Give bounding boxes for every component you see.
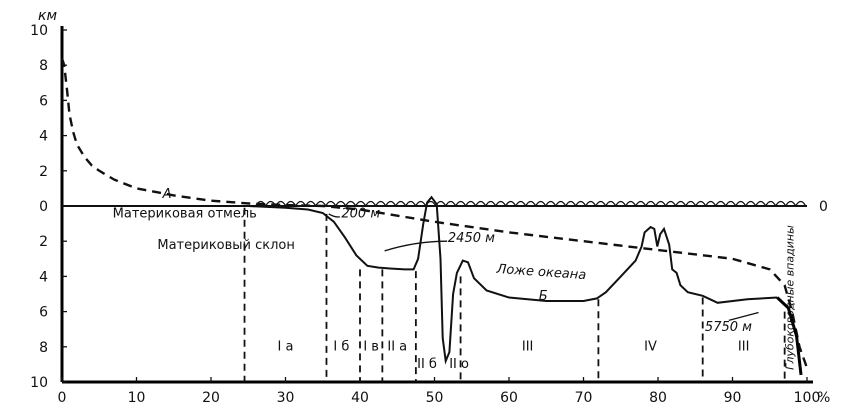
y-tick-label: 6 xyxy=(39,93,48,109)
x-tick-label: 70 xyxy=(575,390,593,406)
y-axis-label: км xyxy=(38,8,57,24)
x-tick-label: 100 xyxy=(794,390,821,406)
zone-label: I а xyxy=(278,339,294,354)
y-tick-label: 6 xyxy=(39,305,48,321)
annotation-m200: 200 м xyxy=(341,206,380,221)
series-lines xyxy=(60,57,809,376)
annotation-labels: I а I б I в II а II б II о III IV III А Б Материков… xyxy=(113,187,797,372)
x-tick-label: 90 xyxy=(724,390,742,406)
zone-label: IV xyxy=(644,339,657,354)
zone-label: III xyxy=(522,339,534,354)
annotation-ocean-floor: Ложе океана xyxy=(495,262,587,283)
y-tick-label: 8 xyxy=(39,340,48,356)
x-tick-label: 20 xyxy=(202,390,220,406)
zone-label: I в xyxy=(363,339,379,354)
sea-level-waves xyxy=(255,200,807,207)
x-tick-label: 0 xyxy=(58,390,67,406)
zone-label: II а xyxy=(387,339,407,354)
annotation-m5750: 5750 м xyxy=(705,320,752,335)
y-tick-label: 8 xyxy=(39,58,48,74)
leader-5750m xyxy=(728,311,759,322)
annotation-series-b: Б xyxy=(539,289,548,304)
y-tick-label: 4 xyxy=(39,129,48,145)
annotation-slope: Материковый склон xyxy=(157,238,295,253)
y-tick-label: 2 xyxy=(39,164,48,180)
trench-line xyxy=(776,296,803,376)
x-axis-label: % xyxy=(817,390,830,406)
x-tick-label: 30 xyxy=(277,390,295,406)
y-tick-label: 0 xyxy=(39,199,48,215)
wave-crests xyxy=(255,200,807,207)
zone-label: II о xyxy=(449,357,469,372)
annotation-shelf: Материковая отмель xyxy=(113,206,257,221)
x-tick-label: 40 xyxy=(351,390,369,406)
annotation-series-a: А xyxy=(162,187,172,202)
zone-label: III xyxy=(738,339,750,354)
zero-label-right: 0 xyxy=(819,199,828,215)
leader-200m xyxy=(328,213,340,218)
annotation-m2450: 2450 м xyxy=(448,231,495,246)
zone-boundaries xyxy=(243,207,786,382)
y-tick-label: 10 xyxy=(30,375,48,391)
annotation-leaders xyxy=(328,213,759,322)
annotation-trenches: Глубоководные впадины xyxy=(784,225,797,370)
y-tick-label: 4 xyxy=(39,269,48,285)
zone-label: II б xyxy=(417,357,437,372)
x-tick-label: 80 xyxy=(649,390,667,406)
y-tick-label: 2 xyxy=(39,234,48,250)
leader-2450m xyxy=(384,240,448,252)
y-tick-label: 10 xyxy=(30,23,48,39)
x-tick-label: 10 xyxy=(128,390,146,406)
x-tick-label: 50 xyxy=(426,390,444,406)
series-line-a xyxy=(60,57,809,369)
x-tick-label: 60 xyxy=(500,390,518,406)
zone-label: I б xyxy=(333,339,349,354)
series-line-b xyxy=(62,195,778,365)
